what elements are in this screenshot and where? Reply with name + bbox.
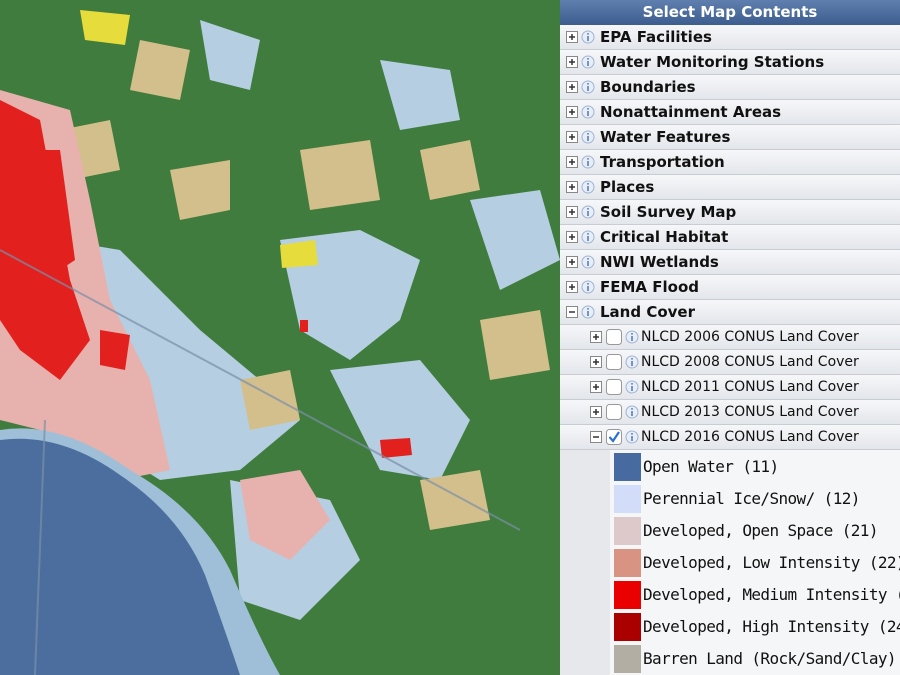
layer-row: Boundaries	[560, 75, 900, 100]
expand-toggle[interactable]	[563, 25, 581, 49]
info-icon[interactable]	[623, 425, 641, 449]
layer-label[interactable]: NWI Wetlands	[600, 253, 719, 271]
legend-label: Developed, Medium Intensity (23)	[643, 585, 900, 604]
panel-title: Select Map Contents	[560, 0, 900, 25]
expand-toggle[interactable]	[587, 375, 605, 399]
layer-row: Critical Habitat	[560, 225, 900, 250]
info-icon[interactable]	[623, 325, 641, 349]
layer-checkbox[interactable]	[605, 375, 623, 399]
legend-label: Open Water (11)	[643, 457, 779, 476]
info-icon[interactable]	[579, 150, 597, 174]
info-icon[interactable]	[579, 75, 597, 99]
layer-label[interactable]: Transportation	[600, 153, 725, 171]
expand-toggle[interactable]	[563, 150, 581, 174]
legend-label: Developed, Low Intensity (22)	[643, 553, 900, 572]
expand-toggle[interactable]	[587, 350, 605, 374]
layer-checkbox[interactable]	[605, 350, 623, 374]
expand-toggle[interactable]	[563, 200, 581, 224]
info-icon[interactable]	[579, 275, 597, 299]
sublayer-row: NLCD 2008 CONUS Land Cover	[560, 350, 900, 375]
info-icon[interactable]	[579, 175, 597, 199]
layer-label[interactable]: Water Monitoring Stations	[600, 53, 825, 71]
sublayer-row: NLCD 2016 CONUS Land Cover	[560, 425, 900, 450]
expand-toggle[interactable]	[563, 225, 581, 249]
legend-label: Perennial Ice/Snow/ (12)	[643, 489, 860, 508]
layer-row: NWI Wetlands	[560, 250, 900, 275]
expand-toggle[interactable]	[563, 100, 581, 124]
expand-toggle[interactable]	[563, 75, 581, 99]
layer-label[interactable]: Boundaries	[600, 78, 696, 96]
legend: Open Water (11) Perennial Ice/Snow/ (12) D…	[610, 450, 900, 675]
layer-checkbox[interactable]	[605, 400, 623, 424]
layer-checkbox[interactable]	[605, 325, 623, 349]
info-icon[interactable]	[579, 50, 597, 74]
legend-swatch	[614, 613, 641, 641]
layer-checkbox[interactable]	[605, 425, 623, 449]
sublayer-label[interactable]: NLCD 2008 CONUS Land Cover	[641, 354, 859, 370]
legend-swatch	[614, 549, 641, 577]
legend-label: Barren Land (Rock/Sand/Clay) (31)	[643, 649, 900, 668]
layer-row: Places	[560, 175, 900, 200]
layer-label[interactable]: FEMA Flood	[600, 278, 699, 296]
layer-row: Water Features	[560, 125, 900, 150]
expand-toggle[interactable]	[563, 125, 581, 149]
sublayer-row: NLCD 2011 CONUS Land Cover	[560, 375, 900, 400]
info-icon[interactable]	[579, 300, 597, 324]
sublayer-row: NLCD 2006 CONUS Land Cover	[560, 325, 900, 350]
sublayer-row: NLCD 2013 CONUS Land Cover	[560, 400, 900, 425]
sublayer-label[interactable]: NLCD 2013 CONUS Land Cover	[641, 404, 859, 420]
layer-row: FEMA Flood	[560, 275, 900, 300]
layer-row: Land Cover	[560, 300, 900, 325]
layer-label[interactable]: Land Cover	[600, 303, 695, 321]
map-contents-panel: Select Map Contents EPA Facilities Water …	[560, 0, 900, 675]
legend-swatch	[614, 581, 641, 609]
expand-toggle[interactable]	[587, 400, 605, 424]
layer-label[interactable]: Water Features	[600, 128, 731, 146]
layer-label[interactable]: Soil Survey Map	[600, 203, 737, 221]
layer-row: Transportation	[560, 150, 900, 175]
expand-toggle[interactable]	[563, 175, 581, 199]
info-icon[interactable]	[579, 225, 597, 249]
legend-swatch	[614, 453, 641, 481]
info-icon[interactable]	[579, 125, 597, 149]
sublayer-label[interactable]: NLCD 2016 CONUS Land Cover	[641, 429, 859, 445]
layer-label[interactable]: EPA Facilities	[600, 28, 712, 46]
sublayer-label[interactable]: NLCD 2006 CONUS Land Cover	[641, 329, 859, 345]
layer-row: Water Monitoring Stations	[560, 50, 900, 75]
legend-swatch	[614, 645, 641, 673]
expand-toggle[interactable]	[563, 275, 581, 299]
info-icon[interactable]	[623, 400, 641, 424]
expand-toggle[interactable]	[563, 50, 581, 74]
expand-toggle[interactable]	[587, 325, 605, 349]
layer-row: EPA Facilities	[560, 25, 900, 50]
layer-label[interactable]: Nonattainment Areas	[600, 103, 782, 121]
sublayer-label[interactable]: NLCD 2011 CONUS Land Cover	[641, 379, 859, 395]
expand-toggle[interactable]	[563, 250, 581, 274]
legend-swatch	[614, 517, 641, 545]
info-icon[interactable]	[623, 375, 641, 399]
info-icon[interactable]	[579, 100, 597, 124]
legend-swatch	[614, 485, 641, 513]
layer-label[interactable]: Critical Habitat	[600, 228, 729, 246]
info-icon[interactable]	[579, 25, 597, 49]
info-icon[interactable]	[579, 250, 597, 274]
info-icon[interactable]	[623, 350, 641, 374]
layer-row: Nonattainment Areas	[560, 100, 900, 125]
expand-toggle[interactable]	[563, 300, 581, 324]
layer-label[interactable]: Places	[600, 178, 655, 196]
info-icon[interactable]	[579, 200, 597, 224]
expand-toggle[interactable]	[587, 425, 605, 449]
map	[0, 0, 560, 675]
legend-label: Developed, Open Space (21)	[643, 521, 878, 540]
legend-label: Developed, High Intensity (24)	[643, 617, 900, 636]
layer-row: Soil Survey Map	[560, 200, 900, 225]
